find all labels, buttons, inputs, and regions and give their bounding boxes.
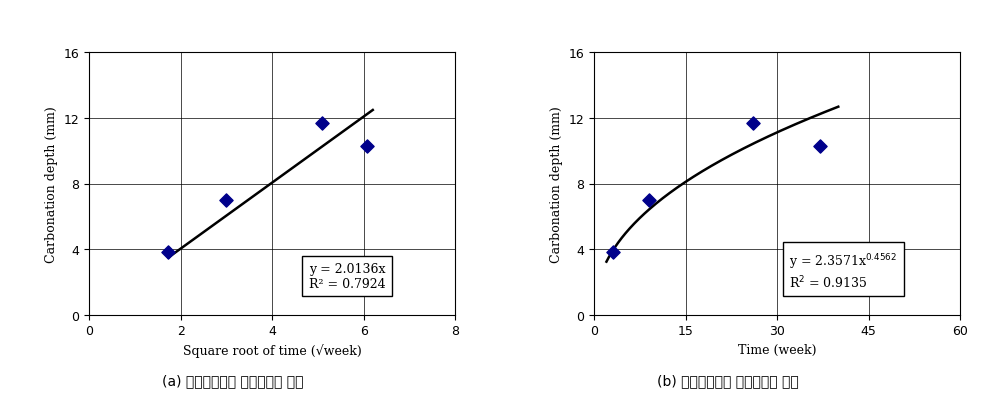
Point (219, 197, 235, 204)
Text: (a) 기존모델식과 실측데이터 비교: (a) 기존모델식과 실측데이터 비교 (162, 373, 303, 387)
Point (812, 143, 828, 150)
X-axis label: Square root of time (√week): Square root of time (√week) (183, 343, 361, 357)
X-axis label: Time (week): Time (week) (738, 343, 817, 356)
Point (642, 197, 657, 204)
Y-axis label: Carbonation depth (mm): Carbonation depth (mm) (46, 106, 58, 262)
Point (315, 120, 331, 127)
Point (160, 249, 176, 256)
Y-axis label: Carbonation depth (mm): Carbonation depth (mm) (550, 106, 563, 262)
Point (605, 249, 621, 256)
Text: (b) 제안모델식과 실측데이터 비교: (b) 제안모델식과 실측데이터 비교 (656, 373, 799, 387)
Point (744, 120, 760, 127)
Text: y = 2.0136x
R² = 0.7924: y = 2.0136x R² = 0.7924 (309, 263, 385, 290)
Text: y = 2.3571x$^{0.4562}$
R$^2$ = 0.9135: y = 2.3571x$^{0.4562}$ R$^2$ = 0.9135 (789, 252, 897, 290)
Point (359, 143, 375, 150)
